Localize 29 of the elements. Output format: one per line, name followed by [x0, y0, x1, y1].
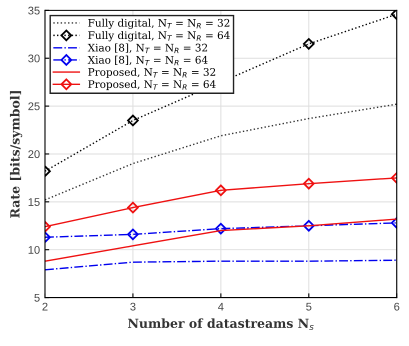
x-axis-title: Number of datastreams N$_{s}$	[128, 318, 314, 330]
y-tick-label: 5	[34, 294, 40, 302]
legend-label: Fully digital, N$_{T}$ = N$_{R}$ = 32	[88, 18, 230, 29]
y-tick-label: 15	[28, 198, 40, 206]
point	[215, 184, 227, 196]
point	[302, 178, 315, 190]
x-tick-label: 2	[42, 302, 48, 310]
y-tick-label: 30	[28, 54, 40, 62]
x-tick-label: 6	[394, 302, 400, 311]
y-tick-label: 10	[28, 246, 40, 254]
x-tick-label: 4	[218, 302, 224, 310]
y-tick-label: 20	[28, 150, 40, 158]
y-tick-label: 35	[28, 6, 40, 15]
line-series	[44, 218, 397, 262]
line-series	[44, 103, 397, 201]
point	[302, 220, 315, 232]
point	[127, 202, 139, 214]
legend-label: Xiao [8], N$_{T}$ = N$_{R}$ = 64	[88, 56, 208, 66]
y-tick-label: 25	[28, 102, 40, 110]
y-axis-title: Rate [bits/symbol]	[10, 91, 22, 218]
x-tick-label: 3	[130, 302, 136, 311]
legend-label: Fully digital, N$_{T}$ = N$_{R}$ = 64	[88, 31, 230, 42]
point	[215, 222, 227, 234]
line-series	[44, 260, 397, 270]
x-tick-label: 5	[306, 302, 312, 311]
legend-label: Proposed, N$_{T}$ = N$_{R}$ = 32	[88, 68, 216, 78]
legend-label: Proposed, N$_{T}$ = N$_{R}$ = 64	[88, 80, 216, 90]
legend-label: Xiao [8], N$_{T}$ = N$_{R}$ = 32	[88, 44, 208, 54]
point	[127, 228, 139, 240]
